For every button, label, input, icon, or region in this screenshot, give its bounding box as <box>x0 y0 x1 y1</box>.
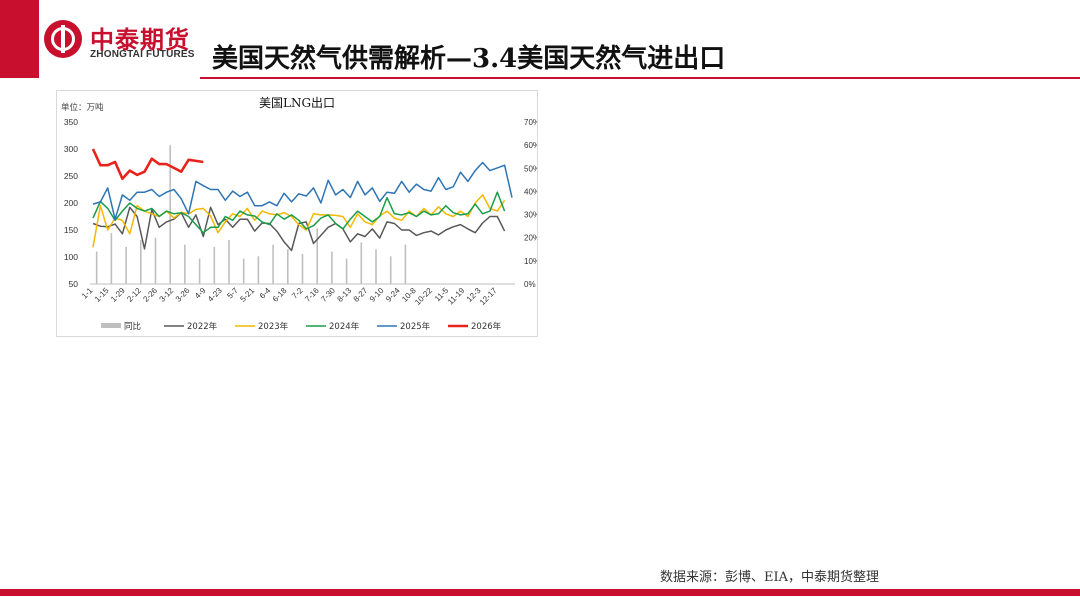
yoy-bar <box>110 233 113 284</box>
yoy-bar <box>139 240 142 284</box>
chart-svg: 美国LNG出口 单位：万吨 350 300 250 200 150 100 50 70% 60% 50… <box>61 96 540 332</box>
left-accent-bar <box>0 0 39 78</box>
legend-label: 2024年 <box>329 321 360 332</box>
y2-tick-label: 70% <box>524 118 537 127</box>
y-tick-label: 250 <box>64 171 78 181</box>
yoy-bar <box>345 258 348 284</box>
bottom-accent-bar <box>0 589 1080 596</box>
x-tick-label: 9-24 <box>384 286 402 304</box>
x-tick-label: 1-15 <box>93 286 111 304</box>
yoy-bar <box>154 237 157 284</box>
x-tick-label: 10-22 <box>413 286 434 307</box>
yoy-bar <box>301 253 304 284</box>
yoy-bar <box>331 251 333 284</box>
x-tick-label: 2-12 <box>125 286 143 304</box>
x-tick-label: 8-27 <box>352 286 370 304</box>
x-tick-label: 5-21 <box>238 286 256 304</box>
x-tick-label: 2-26 <box>141 286 159 304</box>
x-tick-label: 8-13 <box>335 286 353 304</box>
unit-label: 单位：万吨 <box>61 102 104 113</box>
y-tick-label: 50 <box>69 279 79 289</box>
yoy-bar <box>198 258 201 284</box>
series-line-2024年 <box>92 191 506 234</box>
yoy-bar <box>316 228 319 284</box>
x-tick-label: 9-10 <box>368 286 386 304</box>
legend-label: 2023年 <box>258 321 289 332</box>
yoy-bar <box>95 251 98 284</box>
y2-tick-label: 40% <box>524 187 537 196</box>
page-title: 美国天然气供需解析—3.4美国天然气进出口 <box>212 44 726 74</box>
yoy-bar <box>257 256 260 284</box>
yoy-bar <box>389 256 392 284</box>
lng-export-chart: 美国LNG出口 单位：万吨 350 300 250 200 150 100 50 70% 60% 50… <box>56 90 540 337</box>
chart-title: 美国LNG出口 <box>259 96 335 110</box>
legend-label: 2025年 <box>400 321 431 332</box>
logo-mark-icon <box>44 20 82 58</box>
y-tick-label: 100 <box>64 252 78 262</box>
x-tick-label: 7-30 <box>319 286 337 304</box>
yoy-bar <box>286 249 289 284</box>
logo-text-cn: 中泰期货 <box>90 26 190 54</box>
y-tick-label: 300 <box>64 144 78 154</box>
y2-tick-label: 20% <box>524 234 537 243</box>
logo-text-en: ZHONGTAI FUTURES <box>90 49 195 60</box>
y2-tick-label: 10% <box>524 257 537 266</box>
yoy-bar <box>360 242 363 284</box>
y2-tick-label: 0% <box>524 280 536 289</box>
y-tick-label: 200 <box>64 198 78 208</box>
company-logo: 中泰期货 ZHONGTAI FUTURES <box>44 18 194 66</box>
y2-tick-label: 60% <box>524 141 537 150</box>
y-tick-label: 350 <box>64 117 78 127</box>
x-tick-label: 7-16 <box>303 286 321 304</box>
series-line-2025年 <box>92 161 513 220</box>
data-source-note: 数据来源：彭博、EIA，中泰期货整理 <box>660 570 880 585</box>
y2-tick-label: 50% <box>524 164 537 173</box>
yoy-bar <box>125 246 127 284</box>
x-tick-label: 3-12 <box>158 286 176 304</box>
yoy-bar <box>228 240 230 284</box>
yoy-bar <box>242 258 245 284</box>
title-divider <box>200 77 1080 79</box>
y-tick-label: 150 <box>64 225 78 235</box>
legend-label: 2026年 <box>471 321 502 332</box>
x-tick-label: 4-23 <box>206 286 224 304</box>
x-tick-label: 12-17 <box>478 286 499 307</box>
legend-label: 同比 <box>124 321 141 332</box>
yoy-bar <box>184 244 186 284</box>
x-tick-label: 11-19 <box>446 286 467 307</box>
legend-label: 2022年 <box>187 321 218 332</box>
series-line-2026年 <box>91 148 204 180</box>
yoy-bar <box>404 244 407 284</box>
yoy-bar <box>213 246 216 284</box>
y2-tick-label: 30% <box>524 211 537 220</box>
x-tick-label: 1-29 <box>109 286 127 304</box>
x-tick-label: 3-26 <box>174 286 192 304</box>
x-tick-label: 6-18 <box>271 286 289 304</box>
yoy-bar <box>375 249 377 284</box>
yoy-bar <box>272 244 274 284</box>
legend-swatch <box>101 323 121 328</box>
